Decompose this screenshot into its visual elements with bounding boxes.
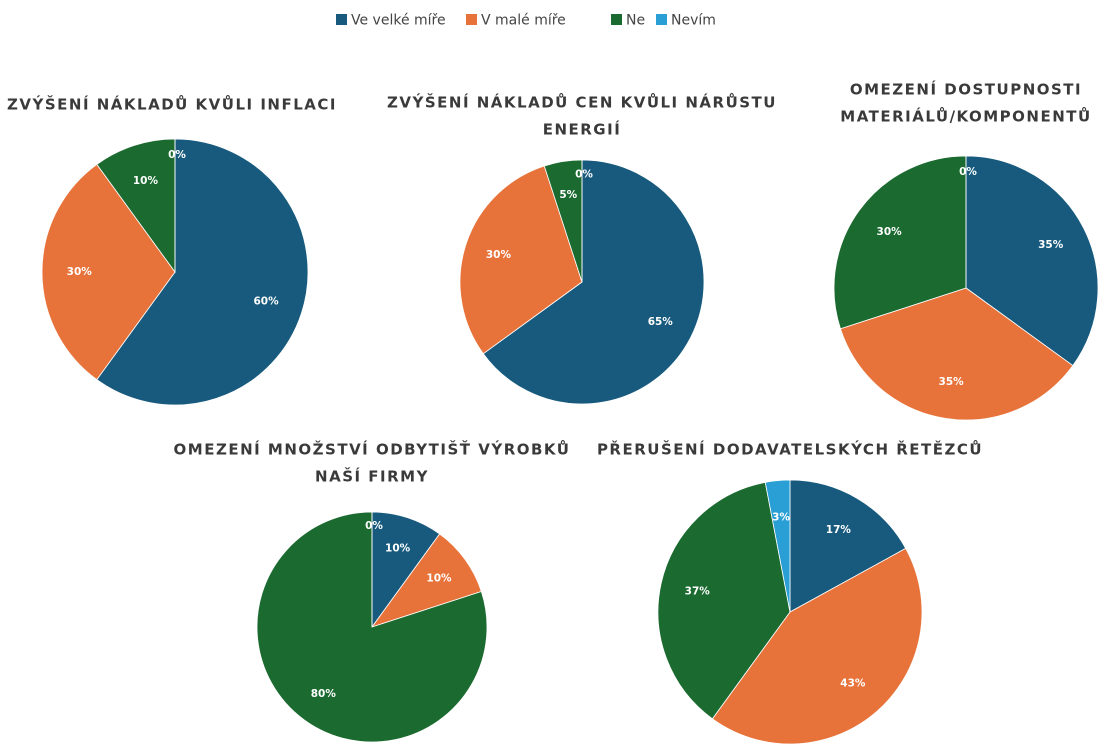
chart-title: MATERIÁLŮ/KOMPONENTŮ: [840, 106, 1091, 126]
data-label: 80%: [311, 688, 337, 700]
legend-label: V malé míře: [481, 13, 566, 29]
pie-slice: [256, 511, 488, 743]
chart-title: NAŠÍ FIRMY: [315, 467, 429, 486]
pie-slice: [371, 511, 441, 629]
data-label: 0%: [959, 166, 977, 178]
pie-slice: [833, 155, 967, 330]
data-label: 3%: [772, 511, 790, 523]
pie-slice: [96, 138, 309, 406]
chart-title: ZVÝŠENÍ NÁKLADŮ CEN KVŮLI NÁRŮSTU: [387, 92, 777, 112]
data-label: 0%: [168, 149, 186, 161]
data-label: 35%: [1038, 239, 1064, 251]
pie-slice: [41, 163, 176, 381]
pie-slice: [96, 138, 176, 274]
data-label: 30%: [486, 249, 512, 261]
data-label: 43%: [840, 677, 866, 689]
pie-slice: [839, 287, 1074, 421]
legend-label: Nevím: [671, 13, 716, 29]
data-label: 10%: [426, 572, 452, 584]
data-label: 30%: [67, 266, 93, 278]
data-label: 60%: [254, 296, 280, 308]
pie-slice: [370, 533, 482, 628]
chart-title: ENERGIÍ: [543, 120, 622, 139]
pie-slice: [459, 165, 583, 355]
data-label: 10%: [133, 175, 159, 187]
data-label: 35%: [939, 376, 965, 388]
data-label: 0%: [575, 169, 593, 181]
chart-title: OMEZENÍ MNOŽSTVÍ ODBYTIŠŤ VÝROBKŮ: [174, 439, 571, 459]
legend-swatch: [466, 14, 477, 25]
pie-slice: [657, 481, 791, 720]
data-label: 17%: [826, 524, 852, 536]
pie-slice: [482, 159, 705, 405]
data-label: 30%: [877, 226, 903, 238]
data-label: 10%: [385, 542, 411, 554]
data-label: 65%: [648, 316, 674, 328]
legend-swatch: [611, 14, 622, 25]
data-label: 5%: [559, 189, 577, 201]
pie-slice: [711, 547, 923, 744]
pie-slice: [965, 155, 1099, 367]
chart-title: ZVÝŠENÍ NÁKLADŮ KVŮLI INFLACI: [7, 94, 337, 114]
legend-swatch: [336, 14, 347, 25]
legend-swatch: [656, 14, 667, 25]
legend-label: Ve velké míře: [351, 13, 446, 29]
legend-label: Ne: [626, 13, 645, 29]
chart-title: OMEZENÍ DOSTUPNOSTI: [850, 80, 1082, 99]
data-label: 0%: [365, 520, 383, 532]
chart-title: PŘERUŠENÍ DODAVATELSKÝCH ŘETĚZCŮ: [597, 439, 983, 459]
data-label: 37%: [685, 585, 711, 597]
pie-slice: [789, 479, 907, 613]
pie-slice: [764, 479, 791, 613]
